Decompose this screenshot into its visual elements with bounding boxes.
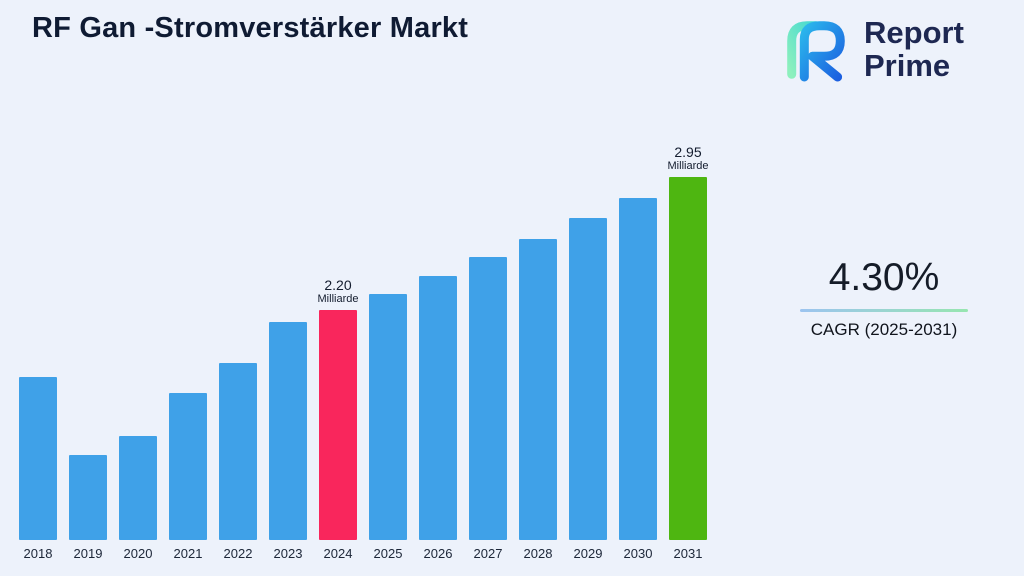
bar-2029	[569, 218, 607, 540]
annotation-unit: Milliarde	[667, 160, 709, 172]
report-prime-logo: Report Prime	[780, 14, 964, 86]
report-prime-logo-icon	[787, 21, 845, 82]
report-prime-wordmark: Report Prime	[864, 15, 964, 83]
x-tick-2024: 2024	[323, 546, 353, 561]
bar-2025	[369, 294, 407, 540]
chart-column-2031: 2.95 Milliarde 2031	[663, 140, 713, 565]
x-tick-2018: 2018	[23, 546, 53, 561]
x-tick-2020: 2020	[123, 546, 153, 561]
x-tick-2031: 2031	[673, 546, 703, 561]
chart-column-2019: 2019	[63, 140, 113, 565]
bar-chart: 2018 2019 2020 2021 2022 2023 2.20 Milliarde 202…	[13, 140, 717, 565]
chart-column-2023: 2023	[263, 140, 313, 565]
cagr-block: 4.30% CAGR (2025-2031)	[798, 256, 970, 340]
bar-annotation-2031: 2.95 Milliarde	[668, 144, 709, 172]
bar-2021	[169, 393, 207, 540]
bar-2026	[419, 276, 457, 540]
bar-2020	[119, 436, 157, 540]
chart-column-2021: 2021	[163, 140, 213, 565]
x-tick-2029: 2029	[573, 546, 603, 561]
chart-column-2020: 2020	[113, 140, 163, 565]
chart-column-2018: 2018	[13, 140, 63, 565]
logo-word-report: Report	[864, 15, 964, 51]
x-tick-2021: 2021	[173, 546, 203, 561]
annotation-value: 2.20	[324, 277, 352, 293]
bar-2028	[519, 239, 557, 540]
bar-2023	[269, 322, 307, 540]
logo-word-prime: Prime	[864, 48, 951, 83]
cagr-underline	[800, 309, 968, 312]
cagr-label: CAGR (2025-2031)	[810, 320, 958, 339]
x-tick-2028: 2028	[523, 546, 553, 561]
x-tick-2030: 2030	[623, 546, 653, 561]
x-tick-2023: 2023	[273, 546, 303, 561]
cagr-value: 4.30%	[828, 256, 940, 299]
bar-2031	[669, 177, 707, 540]
bar-2019	[69, 455, 107, 540]
bar-2030	[619, 198, 657, 540]
chart-column-2029: 2029	[563, 140, 613, 565]
x-tick-2027: 2027	[473, 546, 503, 561]
x-tick-2022: 2022	[223, 546, 253, 561]
x-tick-2026: 2026	[423, 546, 453, 561]
bar-2018	[19, 377, 57, 540]
chart-column-2026: 2026	[413, 140, 463, 565]
x-tick-2019: 2019	[73, 546, 103, 561]
chart-column-2024: 2.20 Milliarde 2024	[313, 140, 363, 565]
annotation-value: 2.95	[674, 144, 702, 160]
chart-column-2028: 2028	[513, 140, 563, 565]
bar-2027	[469, 257, 507, 540]
annotation-unit: Milliarde	[317, 293, 359, 305]
bar-2024	[319, 310, 357, 540]
x-tick-2025: 2025	[373, 546, 403, 561]
bar-annotation-2024: 2.20 Milliarde	[318, 277, 359, 305]
page-title: RF Gan -Stromverstärker Markt	[32, 12, 469, 44]
chart-column-2030: 2030	[613, 140, 663, 565]
chart-column-2025: 2025	[363, 140, 413, 565]
chart-column-2027: 2027	[463, 140, 513, 565]
chart-column-2022: 2022	[213, 140, 263, 565]
bar-2022	[219, 363, 257, 540]
